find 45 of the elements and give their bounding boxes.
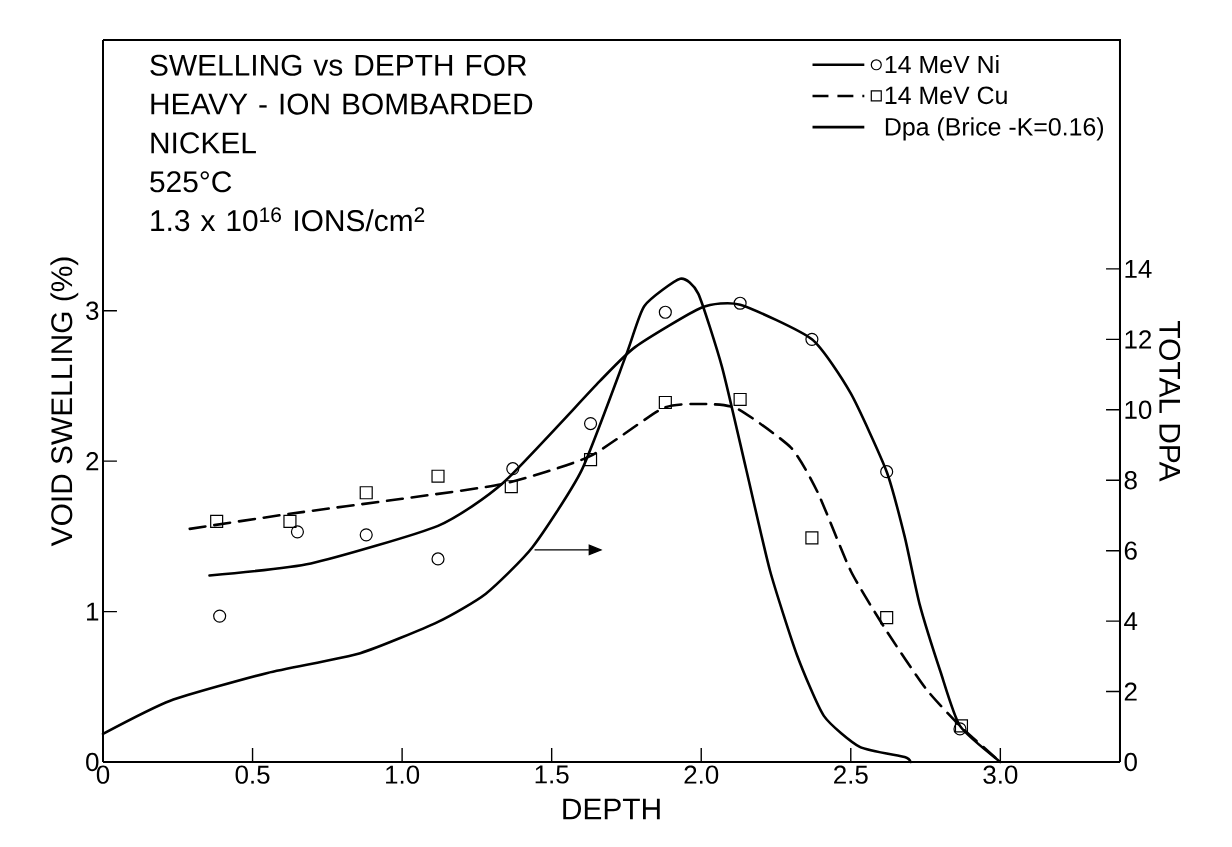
x-tick-label: 2.5 xyxy=(834,765,868,784)
x-tick-label: 1.5 xyxy=(535,765,569,784)
legend-label: 14 MeV Cu xyxy=(885,86,1007,105)
y2-tick-label: 6 xyxy=(1124,541,1137,560)
y-tick-label: 3 xyxy=(86,301,99,320)
y-tick-label: 1 xyxy=(87,602,99,621)
y2-axis-title: TOTAL DPA xyxy=(1159,321,1181,482)
x-tick-label: 0.5 xyxy=(235,765,270,784)
point xyxy=(733,296,747,310)
point xyxy=(504,480,518,494)
annotation: 1.3 x 10$^{16}$ IONS/cm$^{2}$ xyxy=(151,207,425,232)
y2-tick-label: 2 xyxy=(1124,682,1137,701)
text: SWELLING vs DEPTH FOR HEAVY - ION BOMBARDED NICKEL xyxy=(150,54,533,154)
x-tick-label: 2.0 xyxy=(684,765,719,784)
point xyxy=(359,528,373,542)
x-tick-label: 3.0 xyxy=(983,765,1018,784)
point xyxy=(805,531,819,545)
legend-label: 14 MeV Ni xyxy=(885,55,999,74)
y2-tick-label: 14 xyxy=(1125,260,1152,278)
legend-label: Dpa (Brice -K=0.16) xyxy=(885,117,1104,141)
point xyxy=(431,469,445,483)
point xyxy=(658,395,672,410)
y2-tick-label: 8 xyxy=(1124,471,1137,490)
y2-tick-label: 4 xyxy=(1124,612,1138,631)
y-axis-title: VOID SWELLING (%) xyxy=(50,257,79,547)
annotation: 525°C xyxy=(150,171,232,193)
point xyxy=(213,609,227,623)
point xyxy=(880,611,894,625)
y2-tick-label: 12 xyxy=(1125,330,1152,349)
point xyxy=(283,514,297,528)
point xyxy=(431,552,445,566)
point xyxy=(583,453,598,467)
x-axis-title: DEPTH xyxy=(563,798,660,820)
point xyxy=(733,392,747,407)
point xyxy=(880,465,894,479)
point xyxy=(805,332,819,346)
point xyxy=(658,305,672,319)
point xyxy=(583,416,598,431)
point xyxy=(359,486,373,500)
x-tick-label: 1.0 xyxy=(386,765,420,784)
point xyxy=(290,525,304,539)
point xyxy=(210,514,224,528)
point xyxy=(506,462,520,476)
y-tick-label: 2 xyxy=(86,452,99,471)
y2-tick-label: 10 xyxy=(1125,400,1152,419)
